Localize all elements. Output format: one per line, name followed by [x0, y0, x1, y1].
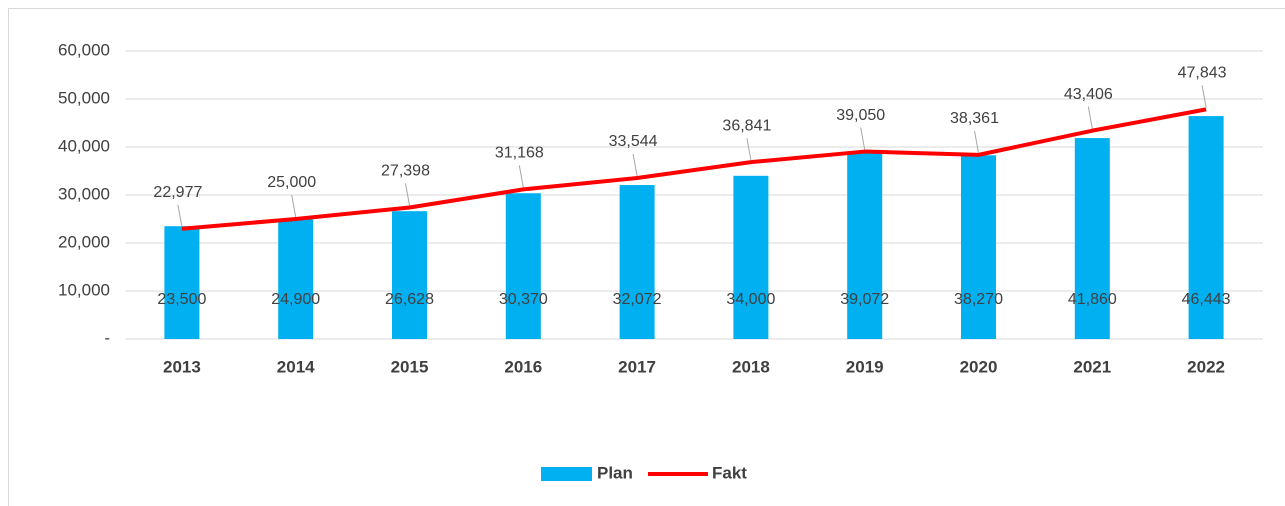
line-value-label: 38,361 [950, 110, 999, 127]
legend-label: Plan [597, 463, 633, 482]
bar-value-label: 24,900 [271, 291, 320, 308]
y-tick-label: 50,000 [58, 88, 110, 107]
y-tick-label: 40,000 [58, 136, 110, 155]
leader-line [405, 183, 410, 206]
bar [392, 211, 427, 339]
bar [1188, 116, 1224, 339]
x-tick-label: 2021 [1073, 357, 1111, 376]
x-tick-label: 2014 [277, 357, 315, 376]
y-tick-label: 60,000 [58, 40, 110, 59]
x-tick-label: 2015 [391, 357, 429, 376]
line-value-label: 22,977 [153, 184, 202, 201]
leader-line [860, 127, 866, 150]
bar-value-label: 26,628 [385, 291, 434, 308]
x-tick-label: 2018 [732, 357, 770, 376]
leader-line [177, 204, 183, 227]
x-tick-label: 2013 [163, 357, 201, 376]
y-tick-label: - [104, 328, 110, 347]
bar-value-label: 39,072 [840, 291, 889, 308]
chart-frame [8, 8, 1285, 506]
y-tick-label: 20,000 [58, 232, 110, 251]
leader-line [291, 194, 297, 218]
leader-line [632, 153, 638, 177]
line-value-label: 25,000 [267, 174, 316, 191]
bar [164, 226, 200, 339]
bar-value-label: 38,270 [954, 291, 1003, 308]
leader-line [974, 130, 979, 153]
x-tick-label: 2017 [618, 357, 656, 376]
bar-value-label: 23,500 [157, 291, 206, 308]
leader-line [746, 138, 752, 161]
bar-value-label: 30,370 [499, 291, 548, 308]
bar [1074, 138, 1110, 339]
line-value-label: 33,544 [609, 133, 658, 150]
leader-line [518, 165, 524, 188]
x-tick-label: 2019 [846, 357, 884, 376]
line-value-label: 36,841 [722, 117, 771, 134]
leader-line [1201, 85, 1207, 108]
bar [733, 175, 769, 339]
bar-value-label: 46,443 [1182, 291, 1231, 308]
x-tick-label: 2022 [1187, 357, 1225, 376]
line-value-label: 27,398 [381, 163, 430, 180]
bar-value-label: 41,860 [1068, 291, 1117, 308]
line-value-label: 39,050 [836, 107, 885, 124]
leader-line [1087, 106, 1093, 129]
bar [847, 151, 883, 339]
legend-label: Fakt [712, 463, 747, 482]
bar [961, 155, 996, 339]
x-tick-label: 2020 [960, 357, 998, 376]
bar [619, 185, 655, 339]
y-tick-label: 10,000 [58, 280, 110, 299]
legend-swatch [541, 467, 592, 481]
bar [505, 193, 541, 339]
bar [278, 219, 314, 339]
line [181, 107, 1207, 231]
y-tick-label: 30,000 [58, 184, 110, 203]
bar-value-label: 34,000 [726, 291, 775, 308]
line-value-label: 47,843 [1178, 65, 1227, 82]
line-value-label: 31,168 [495, 145, 544, 162]
x-tick-label: 2016 [504, 357, 542, 376]
bar-value-label: 32,072 [613, 291, 662, 308]
line-value-label: 43,406 [1064, 86, 1113, 103]
